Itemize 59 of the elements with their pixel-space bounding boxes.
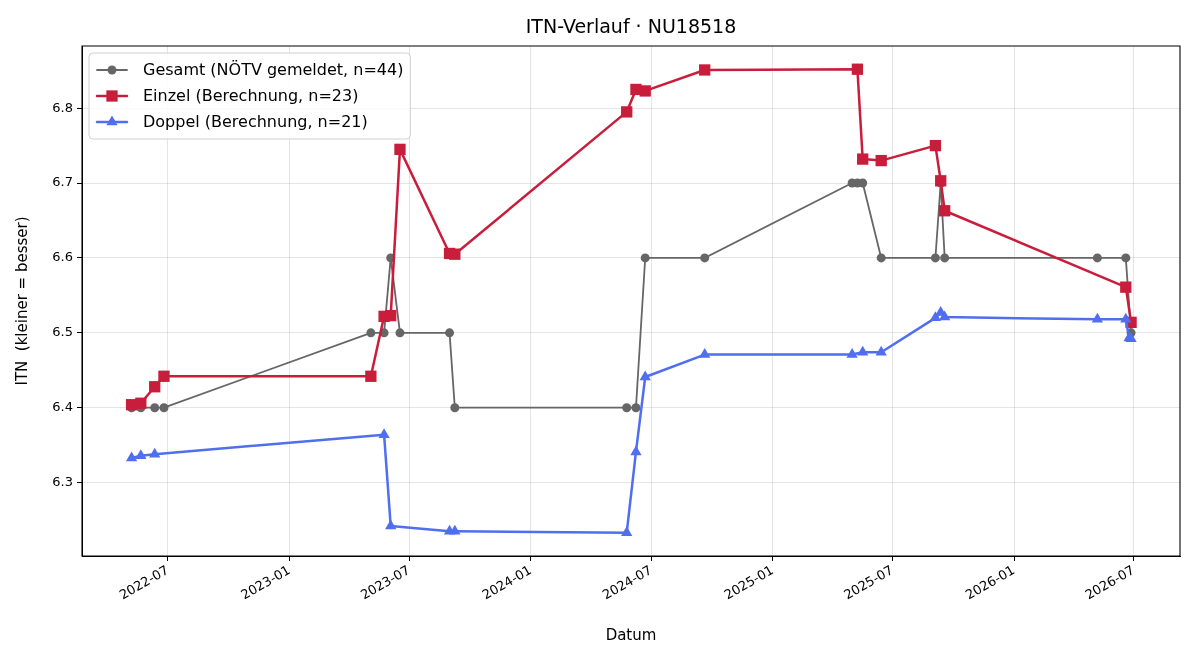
point [135,397,147,409]
point [939,205,951,217]
point [700,253,710,263]
point [385,309,397,322]
y-tick-label: 6.6 [52,249,73,265]
y-tick-label: 6.5 [52,324,73,340]
point [630,445,642,456]
point [929,139,942,152]
y-tick-label: 6.3 [52,473,73,489]
point [159,403,169,413]
point [449,524,461,535]
point [1120,281,1132,293]
point [1091,312,1103,323]
point [149,447,161,458]
point [876,253,886,263]
point [639,370,651,381]
point [699,64,711,76]
point [395,328,405,338]
legend-label: Gesamt (NÖTV gemeldet, n=44) [143,60,404,80]
point [875,345,887,356]
y-tick-label: 6.7 [52,174,73,190]
point [1120,312,1132,323]
point [135,449,147,459]
point [639,85,651,97]
point [631,403,641,413]
point [150,403,160,413]
point [857,153,869,165]
point [366,328,376,338]
point [385,519,397,530]
point [125,451,138,462]
point [449,248,461,260]
point [1092,253,1102,263]
point [846,348,858,358]
point [149,381,161,393]
point [939,310,951,321]
y-tick-label: 6.8 [52,99,73,115]
chart-title: ITN-Verlauf · NU18518 [525,14,737,37]
legend-label: Doppel (Berechnung, n=21) [143,112,368,132]
point [851,63,864,75]
x-axis-title: Datum [605,625,657,644]
point [450,403,460,413]
point [699,348,711,358]
y-tick-label: 6.4 [52,399,73,415]
point [158,370,170,382]
point [640,253,650,263]
point [875,154,887,167]
point [365,370,377,382]
point [378,428,390,438]
point [940,253,950,263]
point [621,106,633,118]
point [394,143,406,156]
point [445,328,455,338]
point [621,526,633,537]
point [1121,253,1131,263]
y-axis-title: ITN (kleiner = besser) [12,216,31,386]
point [857,345,869,356]
point [930,253,940,263]
legend-label: Einzel (Berechnung, n=23) [143,86,359,106]
point [622,403,632,413]
